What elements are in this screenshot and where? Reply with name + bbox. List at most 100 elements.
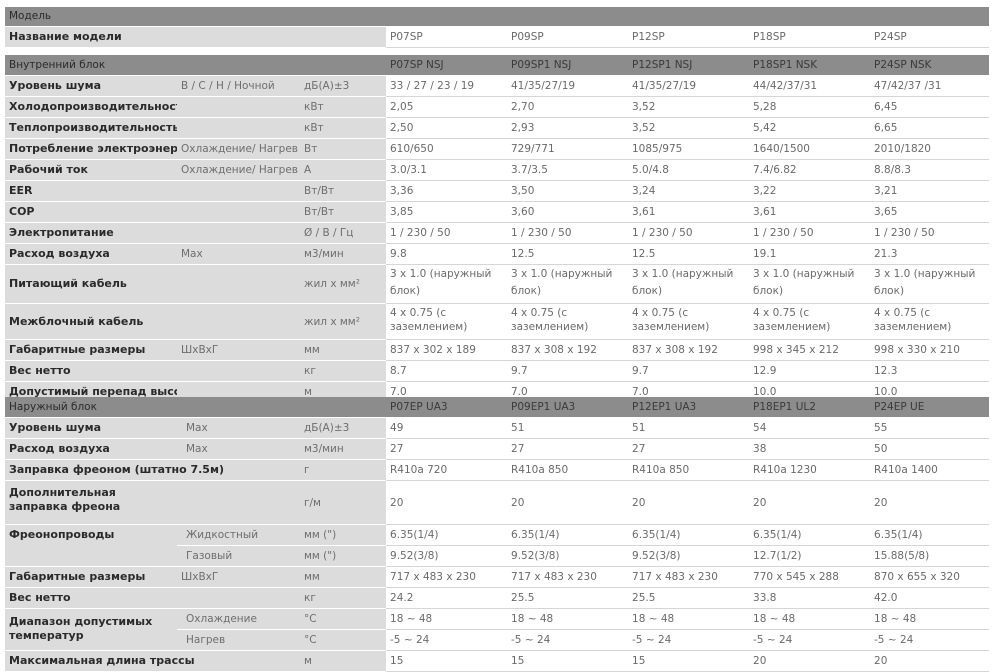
table-row: Расход воздуха Max м3/мин 9.8 12.5 12.5 … — [5, 243, 990, 265]
row-sublabel — [177, 303, 300, 340]
row-value: 4 x 0.75 (с заземлением) — [507, 303, 628, 340]
row-value: 3,24 — [628, 180, 749, 202]
row-value: 12.5 — [628, 243, 749, 265]
row-value: 18 ~ 48 — [628, 608, 750, 630]
row-value: 18 ~ 48 — [749, 608, 871, 630]
row-value: 2,93 — [507, 117, 628, 139]
row-unit: мм (") — [300, 524, 387, 546]
row-value: 8.7 — [386, 360, 507, 382]
row-value: 18 ~ 48 — [507, 608, 629, 630]
outdoor-spec-table: Наружный блок P07EP UA3 P09EP1 UA3 P12EP… — [5, 397, 990, 672]
row-unit: дБ(А)±3 — [300, 75, 386, 97]
row-value: 3,61 — [628, 201, 749, 223]
row-value: 4 x 0.75 (с заземлением) — [628, 303, 749, 340]
row-label: Габаритные размеры — [5, 566, 177, 588]
row-unit: кг — [300, 587, 387, 609]
row-label: Фреонопроводы — [5, 524, 177, 567]
row-value: 717 x 483 x 230 — [507, 566, 629, 588]
row-sublabel: Max — [177, 438, 300, 460]
row-value: 2,05 — [386, 96, 507, 118]
row-value: 9.7 — [507, 360, 628, 382]
row-value: 15 — [507, 650, 629, 672]
indoor-model: P12SP1 NSJ — [628, 55, 749, 76]
row-value: 3,61 — [749, 201, 870, 223]
row-unit: жил х мм² — [300, 264, 386, 304]
row-label: Потребление электроэнергии — [5, 138, 177, 160]
indoor-model: P24SP NSK — [870, 55, 990, 76]
row-value: 12.9 — [749, 360, 870, 382]
row-value: 3,85 — [386, 201, 507, 223]
row-value: 3,50 — [507, 180, 628, 202]
row-value: 20 — [628, 480, 750, 525]
row-unit: жил х мм² — [300, 303, 386, 340]
row-unit: кВт — [300, 96, 386, 118]
row-label: Межблочный кабель — [5, 303, 177, 340]
table-row: Дополнительная заправка фреона г/м 20 20… — [5, 480, 990, 525]
row-unit: мм — [300, 566, 387, 588]
row-sublabel: B / C / H / Ночной — [177, 75, 300, 97]
row-sublabel — [177, 117, 300, 139]
indoor-model: P07SP NSJ — [386, 55, 507, 76]
row-value: -5 ~ 24 — [749, 629, 871, 651]
table-row: Максимальная длина трассы м 15 15 15 20 … — [5, 650, 990, 672]
row-sublabel: Жидкостный — [177, 524, 300, 546]
row-label: Расход воздуха — [5, 438, 177, 460]
row-value: 3 x 1.0 (наружный блок) — [507, 264, 628, 304]
row-label: EER — [5, 180, 177, 202]
row-label: COP — [5, 201, 177, 223]
row-sublabel — [177, 180, 300, 202]
indoor-spec-table: Модель Название модели P07SP P09SP P12SP… — [5, 7, 990, 403]
row-label: Холодопроизводительность — [5, 96, 177, 118]
row-value: 6,45 — [870, 96, 990, 118]
row-label: Теплопроизводительность — [5, 117, 177, 139]
table-row: Газовый мм (") 9.52(3/8) 9.52(3/8) 9.52(… — [5, 545, 990, 567]
model-cell: P07SP — [386, 26, 507, 48]
row-sublabel: Нагрев — [177, 629, 300, 651]
row-sublabel: ШхВхГ — [177, 339, 300, 361]
row-value: 717 x 483 x 230 — [386, 566, 508, 588]
outdoor-model: P07EP UA3 — [386, 397, 508, 418]
row-label: Диапазон допустимых температур — [5, 608, 177, 651]
row-unit: г — [300, 459, 387, 481]
table-row: Питающий кабель жил х мм² 3 x 1.0 (наруж… — [5, 264, 990, 304]
row-value: 8.8/8.3 — [870, 159, 990, 181]
row-value: 25.5 — [628, 587, 750, 609]
row-value: 770 x 545 x 288 — [749, 566, 871, 588]
row-label: Питающий кабель — [5, 264, 177, 304]
table-row: Уровень шума Max дБ(А)±3 49 51 51 54 55 — [5, 417, 990, 439]
model-cell: P12SP — [628, 26, 749, 48]
model-section-header: Модель — [5, 7, 990, 27]
row-value: -5 ~ 24 — [628, 629, 750, 651]
row-sublabel: Охлаждение/ Нагрев — [177, 159, 300, 181]
row-sublabel: Газовый — [177, 545, 300, 567]
row-sublabel — [177, 360, 300, 382]
row-value: 4 x 0.75 (с заземлением) — [386, 303, 507, 340]
row-sublabel — [177, 201, 300, 223]
row-value: 3 x 1.0 (наружный блок) — [628, 264, 749, 304]
outdoor-model: P09EP1 UA3 — [507, 397, 629, 418]
row-value: 33 / 27 / 23 / 19 — [386, 75, 507, 97]
row-value: 1 / 230 / 50 — [507, 222, 628, 244]
outdoor-model: P24EP UE — [870, 397, 990, 418]
table-row: Теплопроизводительность кВт 2,50 2,93 3,… — [5, 117, 990, 139]
row-value: 51 — [628, 417, 750, 439]
row-label: Дополнительная заправка фреона — [5, 480, 177, 525]
outdoor-section-header: Наружный блок P07EP UA3 P09EP1 UA3 P12EP… — [5, 397, 990, 418]
row-value: 3 x 1.0 (наружный блок) — [870, 264, 990, 304]
table-row: Вес нетто кг 24.2 25.5 25.5 33.8 42.0 — [5, 587, 990, 609]
row-value: 3 x 1.0 (наружный блок) — [749, 264, 870, 304]
row-label: Заправка фреоном (штатно 7.5м) — [5, 459, 300, 481]
row-value: 1 / 230 / 50 — [386, 222, 507, 244]
row-unit: мм — [300, 339, 386, 361]
row-value: 20 — [870, 650, 990, 672]
row-unit: м3/мин — [300, 243, 386, 265]
row-value: 2010/1820 — [870, 138, 990, 160]
table-row: Потребление электроэнергии Охлаждение/ Н… — [5, 138, 990, 160]
row-value: 55 — [870, 417, 990, 439]
row-value: 47/42/37 /31 — [870, 75, 990, 97]
row-value: R410a 1230 — [749, 459, 871, 481]
row-unit: °С — [300, 608, 387, 630]
table-row: Уровень шума B / C / H / Ночной дБ(А)±3 … — [5, 75, 990, 97]
table-row: Холодопроизводительность кВт 2,05 2,70 3… — [5, 96, 990, 118]
model-name-label: Название модели — [5, 26, 300, 48]
